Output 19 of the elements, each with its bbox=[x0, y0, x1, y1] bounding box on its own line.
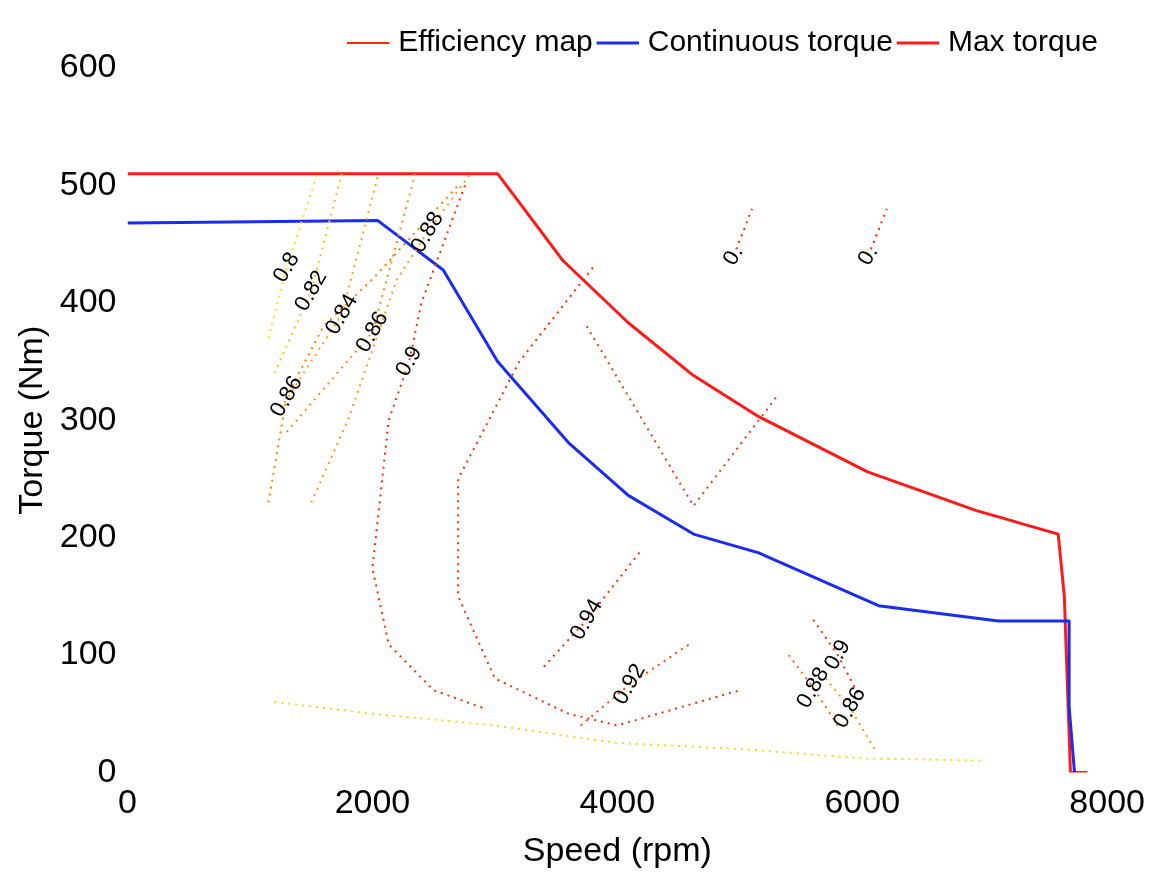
legend-label: Efficiency map bbox=[398, 24, 593, 58]
y-tick-label: 500 bbox=[59, 163, 117, 202]
x-tick-label: 8000 bbox=[1069, 782, 1145, 821]
x-tick-label: 2000 bbox=[334, 782, 411, 821]
legend-label: Max torque bbox=[947, 24, 1098, 58]
y-tick-label: 200 bbox=[59, 515, 117, 554]
y-axis-title: Torque (Nm) bbox=[10, 325, 49, 515]
annotation: 0. bbox=[717, 240, 748, 270]
y-tick-label: 400 bbox=[59, 281, 117, 320]
x-tick-label: 6000 bbox=[824, 782, 901, 821]
legend-label: Continuous torque bbox=[647, 24, 893, 58]
y-tick-label: 100 bbox=[59, 633, 117, 672]
x-axis-title: Speed (rpm) bbox=[522, 829, 712, 868]
y-tick-label: 600 bbox=[59, 46, 117, 85]
y-tick-label: 300 bbox=[59, 398, 117, 437]
x-tick-label: 4000 bbox=[579, 782, 656, 821]
y-tick-label: 0 bbox=[97, 750, 117, 789]
annotation: 0.9 bbox=[389, 341, 427, 381]
annotation: 0. bbox=[851, 240, 883, 270]
